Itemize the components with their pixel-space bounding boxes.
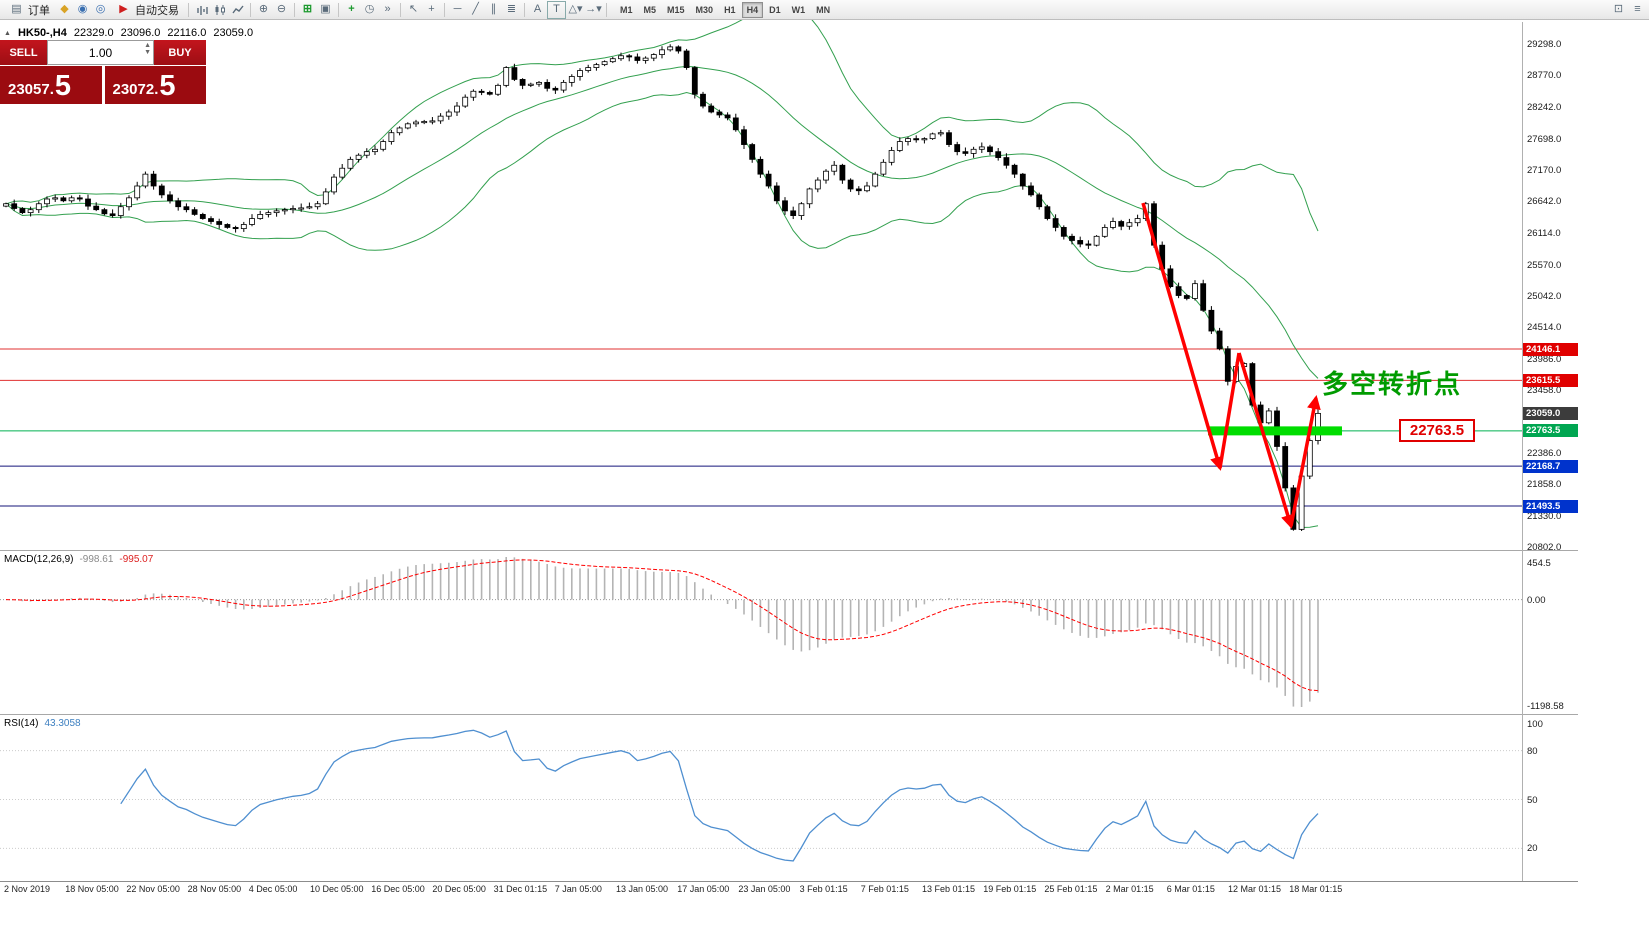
volume-input[interactable]: 1.00 ▲ ▼: [47, 40, 154, 65]
channel-icon[interactable]: ∥: [490, 3, 497, 15]
fibonacci-icon[interactable]: ≣: [506, 3, 517, 15]
buy-button[interactable]: BUY: [154, 40, 206, 65]
toolbar-separator: [294, 2, 295, 17]
new-order-label: 订单: [28, 4, 50, 17]
shapes-tool-icon[interactable]: △▾: [568, 3, 583, 15]
toolbar-separator: [444, 2, 445, 17]
timeframe-button-mn[interactable]: MN: [811, 2, 835, 18]
new-order-button[interactable]: ▤ 订单: [3, 1, 55, 18]
symbol-ohlc-bar: ▲ HK50-,H4 22329.0 23096.0 22116.0 23059…: [4, 27, 253, 39]
timeframe-button-m30[interactable]: M30: [691, 2, 719, 18]
turning-point-annotation: 多空转折点: [1322, 369, 1463, 399]
trendline-icon[interactable]: ╱: [472, 3, 479, 15]
top-toolbar: ▤ 订单 ◆ ◉ ◎ ▶ 自动交易 ⊕ ⊖ ⊞ ▣ + ◷ » ↖ + ─ ╱ …: [0, 0, 1649, 20]
window-list-icon[interactable]: ≡: [1634, 3, 1641, 15]
candlestick-chart-icon[interactable]: [211, 2, 228, 18]
sell-price[interactable]: 23057. 5: [0, 66, 102, 104]
timeframe-button-m15[interactable]: M15: [662, 2, 690, 18]
period-clock-icon[interactable]: ◷: [364, 3, 375, 15]
new-order-icon: ▤: [11, 3, 22, 15]
timeframe-button-h1[interactable]: H1: [719, 2, 741, 18]
crosshair-icon[interactable]: +: [428, 3, 435, 15]
zoom-in-icon[interactable]: ⊕: [258, 3, 269, 15]
auto-arrange-icon[interactable]: ▣: [320, 3, 331, 15]
line-chart-icon[interactable]: [229, 2, 246, 18]
timeframe-button-h4[interactable]: H4: [741, 1, 764, 18]
timeframe-button-m5[interactable]: M5: [639, 2, 662, 18]
text-tool-icon[interactable]: A: [533, 3, 542, 15]
volume-up-button[interactable]: ▲: [144, 42, 151, 49]
toolbar-separator: [338, 2, 339, 17]
timeframe-button-m1[interactable]: M1: [615, 2, 638, 18]
zoom-out-icon[interactable]: ⊖: [276, 3, 287, 15]
toolbar-separator: [188, 2, 189, 17]
autotrading-play-icon: ▶: [119, 3, 128, 15]
rsi-indicator-label: RSI(14) 43.3058: [4, 718, 81, 729]
autotrading-label: 自动交易: [135, 4, 179, 17]
volume-down-button[interactable]: ▼: [144, 49, 151, 56]
cursor-icon[interactable]: ↖: [408, 3, 419, 15]
toolbar-separator: [400, 2, 401, 17]
collapse-widget-icon[interactable]: ▲: [4, 29, 11, 37]
autotrading-button[interactable]: ▶ 自动交易: [110, 1, 184, 18]
timeframe-button-w1[interactable]: W1: [787, 2, 811, 18]
volume-value: 1.00: [88, 45, 113, 60]
ohlc-close: 23059.0: [213, 27, 254, 39]
new-window-icon[interactable]: ⊡: [1613, 3, 1624, 15]
community-icon[interactable]: ◎: [95, 3, 106, 15]
toolbar-separator: [606, 2, 607, 17]
level-price-label: 22763.5: [1399, 419, 1475, 442]
toolbar-separator: [250, 2, 251, 17]
tile-windows-icon[interactable]: ⊞: [302, 3, 313, 15]
one-click-trading-widget: SELL 1.00 ▲ ▼ BUY 23057. 5 23072. 5: [0, 40, 206, 104]
bar-chart-icon[interactable]: [193, 2, 210, 18]
sell-button[interactable]: SELL: [0, 40, 47, 65]
symbol-name: HK50-,H4: [17, 27, 67, 39]
timeframe-toolbar: M1 M5 M15 M30 H1 H4 D1 W1 MN: [615, 1, 835, 18]
ohlc-low: 22116.0: [167, 27, 207, 39]
buy-price[interactable]: 23072. 5: [104, 66, 206, 104]
label-tool-icon[interactable]: T: [547, 0, 566, 19]
arrows-tool-icon[interactable]: →▾: [585, 3, 602, 15]
horizontal-line-icon[interactable]: ─: [453, 3, 462, 15]
add-indicator-icon[interactable]: +: [348, 3, 355, 15]
profile-icon[interactable]: ◉: [77, 3, 88, 15]
toolbar-right-group: ⊡ ≡: [1610, 2, 1646, 18]
timeframe-button-d1[interactable]: D1: [764, 2, 786, 18]
chart-shift-icon[interactable]: »: [384, 3, 391, 15]
favorites-icon[interactable]: ◆: [60, 3, 69, 15]
ohlc-high: 23096.0: [120, 27, 161, 39]
ohlc-open: 22329.0: [73, 27, 114, 39]
toolbar-separator: [524, 2, 525, 17]
macd-indicator-label: MACD(12,26,9) -998.61 -995.07: [4, 554, 154, 565]
